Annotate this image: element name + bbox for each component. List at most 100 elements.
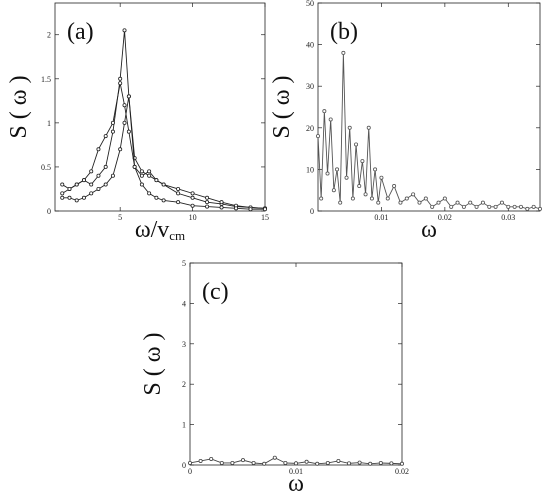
y-tick-label: 2 bbox=[182, 380, 186, 389]
data-point bbox=[176, 200, 181, 205]
data-point bbox=[60, 191, 65, 196]
x-axis-label: ω bbox=[421, 217, 437, 243]
plot-frame bbox=[54, 2, 266, 212]
data-point bbox=[205, 195, 210, 200]
data-point bbox=[461, 204, 466, 209]
data-point bbox=[354, 142, 359, 147]
data-point bbox=[379, 175, 384, 180]
data-point bbox=[248, 207, 253, 212]
y-tick-label: 1 bbox=[182, 421, 186, 430]
data-point bbox=[89, 191, 94, 196]
data-point bbox=[480, 200, 485, 205]
y-tick-label: 0 bbox=[310, 207, 314, 216]
data-point bbox=[161, 182, 166, 187]
data-point bbox=[525, 206, 530, 211]
data-point bbox=[369, 196, 374, 201]
data-point bbox=[154, 195, 159, 200]
data-point bbox=[325, 171, 330, 176]
data-point bbox=[126, 129, 131, 134]
y-tick-label: 4 bbox=[182, 299, 186, 308]
data-point bbox=[103, 182, 108, 187]
y-tick-label: 30 bbox=[306, 82, 314, 91]
data-point bbox=[187, 460, 192, 465]
data-point bbox=[430, 204, 435, 209]
y-axis-label: S ( ω ) bbox=[140, 332, 166, 395]
data-point bbox=[325, 460, 330, 465]
data-point bbox=[293, 461, 298, 466]
data-point bbox=[360, 159, 365, 164]
data-point bbox=[398, 200, 403, 205]
data-point bbox=[531, 204, 536, 209]
data-point bbox=[350, 196, 355, 201]
data-point bbox=[389, 461, 394, 466]
data-point bbox=[319, 196, 324, 201]
data-point bbox=[357, 184, 362, 189]
data-point bbox=[315, 461, 320, 466]
x-tick-label: 15 bbox=[261, 213, 269, 222]
x-tick-label: 0.02 bbox=[438, 213, 452, 222]
data-point bbox=[190, 191, 195, 196]
data-point bbox=[366, 125, 371, 130]
data-point bbox=[89, 182, 94, 187]
data-point bbox=[328, 117, 333, 122]
data-point bbox=[487, 204, 492, 209]
y-tick-label: 50 bbox=[306, 0, 314, 8]
data-point bbox=[373, 167, 378, 172]
data-point bbox=[411, 192, 416, 197]
data-point bbox=[378, 460, 383, 465]
y-tick-label: 2 bbox=[47, 31, 51, 40]
data-point bbox=[347, 125, 352, 130]
data-point bbox=[110, 120, 115, 125]
y-tick-label: 1 bbox=[47, 119, 51, 128]
data-point bbox=[103, 164, 108, 169]
data-point bbox=[538, 206, 543, 211]
data-point bbox=[118, 76, 123, 81]
data-point bbox=[147, 169, 152, 174]
data-point bbox=[234, 206, 239, 211]
data-point bbox=[304, 459, 309, 464]
data-point bbox=[338, 200, 343, 205]
data-point bbox=[331, 188, 336, 193]
data-point bbox=[132, 164, 137, 169]
data-point bbox=[60, 182, 65, 187]
y-tick-label: 5 bbox=[182, 259, 186, 268]
x-axis-label: ω bbox=[288, 471, 304, 491]
data-point bbox=[118, 81, 123, 86]
y-tick-label: 10 bbox=[306, 165, 314, 174]
data-point bbox=[103, 134, 108, 139]
data-point bbox=[122, 103, 127, 108]
data-point bbox=[74, 198, 79, 203]
data-point bbox=[96, 147, 101, 152]
data-point bbox=[89, 169, 94, 174]
data-point bbox=[506, 204, 511, 209]
x-tick-label: 5 bbox=[118, 213, 122, 222]
panel: 0 1 2 3 4 5 0 0.01 0.02 (c) S ( ω ) ω bbox=[140, 259, 409, 491]
data-point bbox=[336, 458, 341, 463]
data-point bbox=[190, 203, 195, 208]
data-point bbox=[423, 196, 428, 201]
y-axis-label: S ( ω ) bbox=[6, 75, 32, 138]
data-point bbox=[344, 175, 349, 180]
y-tick-label: 1.5 bbox=[41, 75, 51, 84]
data-point bbox=[122, 28, 127, 33]
data-point bbox=[346, 461, 351, 466]
data-point bbox=[283, 460, 288, 465]
data-point bbox=[442, 196, 447, 201]
x-axis-label: ω/vcm bbox=[135, 217, 185, 243]
y-axis-label: S ( ω ) bbox=[269, 75, 295, 138]
data-point bbox=[126, 94, 131, 99]
data-point bbox=[512, 204, 517, 209]
data-point bbox=[122, 120, 127, 125]
x-tick-label: 0 bbox=[188, 467, 192, 476]
data-point bbox=[219, 460, 224, 465]
plot-frame bbox=[317, 2, 541, 212]
data-point bbox=[230, 460, 235, 465]
series-line bbox=[62, 83, 266, 209]
x-axis-label-main: ω bbox=[288, 471, 304, 491]
data-point bbox=[139, 182, 144, 187]
data-point bbox=[322, 109, 327, 114]
data-point bbox=[363, 192, 368, 197]
data-point bbox=[176, 186, 181, 191]
data-point bbox=[315, 134, 320, 139]
